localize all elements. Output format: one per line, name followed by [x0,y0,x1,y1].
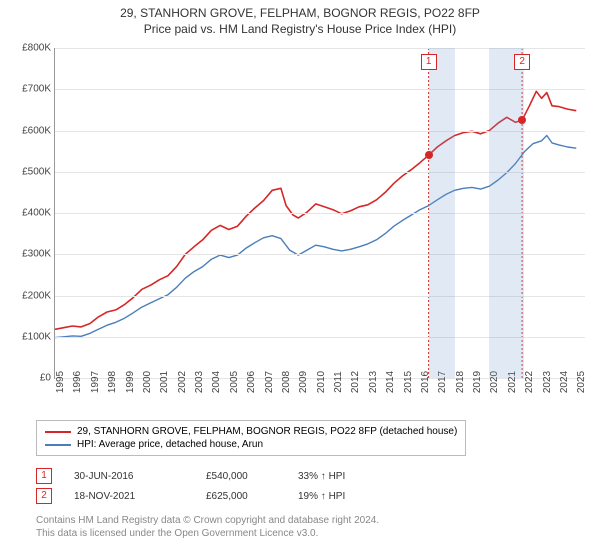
legend: 29, STANHORN GROVE, FELPHAM, BOGNOR REGI… [36,420,466,456]
sale-number-badge: 2 [36,488,52,504]
x-axis-label: 2007 [264,371,275,393]
legend-swatch [45,431,71,433]
sale-date: 30-JUN-2016 [74,471,184,482]
y-axis-label: £700K [22,84,51,95]
legend-label: HPI: Average price, detached house, Arun [77,439,263,450]
x-axis-label: 2001 [159,371,170,393]
legend-label: 29, STANHORN GROVE, FELPHAM, BOGNOR REGI… [77,426,457,437]
attribution-line-1: Contains HM Land Registry data © Crown c… [36,514,379,527]
highlight-band [489,48,524,378]
x-axis-label: 2008 [281,371,292,393]
legend-item: 29, STANHORN GROVE, FELPHAM, BOGNOR REGI… [45,425,457,438]
x-axis-label: 2002 [177,371,188,393]
sale-marker-box: 1 [421,54,437,70]
x-axis-label: 1998 [107,371,118,393]
sale-dot [518,116,526,124]
x-axis-label: 2010 [316,371,327,393]
chart-container: 29, STANHORN GROVE, FELPHAM, BOGNOR REGI… [0,0,600,560]
sales-table: 1 30-JUN-2016 £540,000 33% ↑ HPI 2 18-NOV-202… [36,466,378,506]
y-axis-label: £0 [40,373,51,384]
y-axis-label: £500K [22,166,51,177]
x-axis-label: 2022 [524,371,535,393]
sale-dot [425,151,433,159]
sales-row: 2 18-NOV-2021 £625,000 19% ↑ HPI [36,486,378,506]
sale-delta: 19% ↑ HPI [298,491,378,502]
x-axis-label: 2015 [403,371,414,393]
y-axis-label: £200K [22,290,51,301]
y-axis-label: £100K [22,331,51,342]
x-axis-label: 2011 [333,371,344,393]
x-axis-label: 2006 [246,371,257,393]
chart-subtitle: Price paid vs. HM Land Registry's House … [0,22,600,36]
attribution: Contains HM Land Registry data © Crown c… [36,514,379,540]
title-block: 29, STANHORN GROVE, FELPHAM, BOGNOR REGI… [0,0,600,36]
sale-price: £625,000 [206,491,276,502]
x-axis-label: 1997 [90,371,101,393]
x-axis-label: 2003 [194,371,205,393]
x-axis-label: 2012 [350,371,361,393]
plot-area: £0£100K£200K£300K£400K£500K£600K£700K£80… [54,48,585,379]
x-axis-label: 2018 [455,371,466,393]
x-axis-label: 2019 [472,371,483,393]
x-axis-label: 2014 [385,371,396,393]
x-axis-label: 2009 [298,371,309,393]
sale-delta: 33% ↑ HPI [298,471,378,482]
x-axis-label: 2023 [542,371,553,393]
sale-price: £540,000 [206,471,276,482]
sale-marker-box: 2 [514,54,530,70]
x-axis-label: 1995 [55,371,66,393]
y-axis-label: £400K [22,208,51,219]
x-axis-label: 1996 [72,371,83,393]
x-axis-label: 2004 [211,371,222,393]
x-axis-label: 2005 [229,371,240,393]
y-axis-label: £300K [22,249,51,260]
chart-title-address: 29, STANHORN GROVE, FELPHAM, BOGNOR REGI… [0,6,600,20]
attribution-line-2: This data is licensed under the Open Gov… [36,527,379,540]
sale-date: 18-NOV-2021 [74,491,184,502]
sale-number-badge: 1 [36,468,52,484]
x-axis-label: 2013 [368,371,379,393]
legend-item: HPI: Average price, detached house, Arun [45,438,457,451]
x-axis-label: 2025 [576,371,587,393]
y-axis-label: £800K [22,43,51,54]
sales-row: 1 30-JUN-2016 £540,000 33% ↑ HPI [36,466,378,486]
x-axis-label: 1999 [125,371,136,393]
y-axis-label: £600K [22,125,51,136]
x-axis-label: 2000 [142,371,153,393]
x-axis-label: 2024 [559,371,570,393]
legend-swatch [45,444,71,446]
highlight-band [429,48,455,378]
